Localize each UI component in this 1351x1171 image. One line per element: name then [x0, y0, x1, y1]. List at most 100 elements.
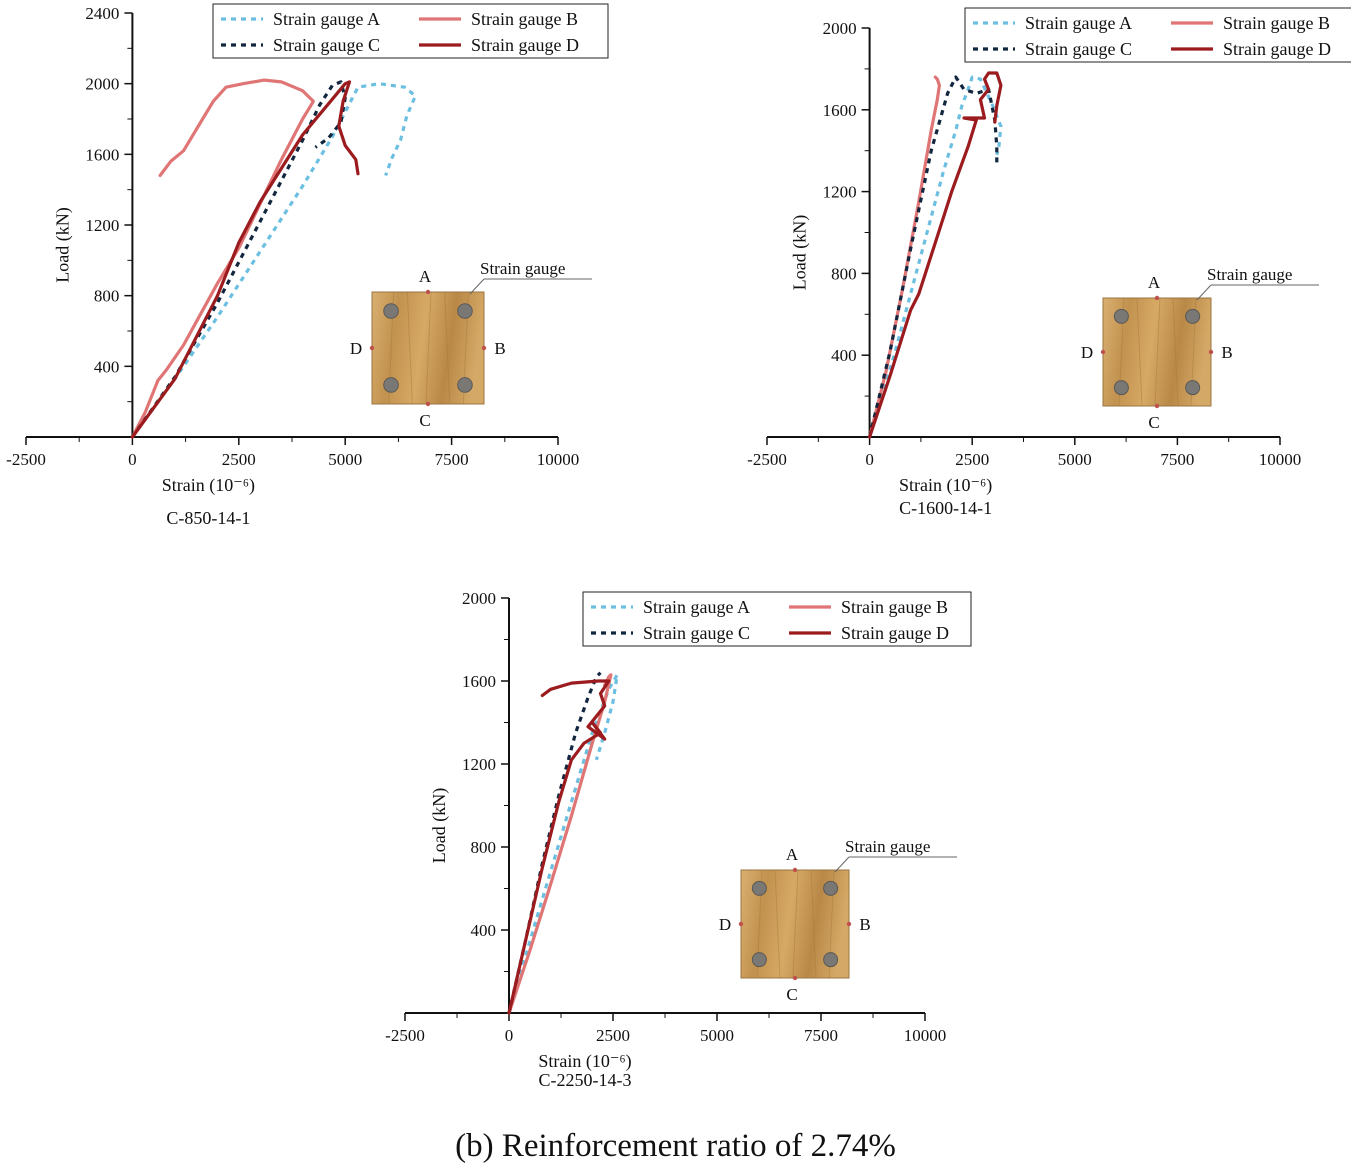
- series-line-a: [131, 82, 417, 438]
- gauge-marker: [1154, 403, 1160, 409]
- x-tick-label: 0: [505, 1026, 514, 1045]
- legend-entry: Strain gauge D: [1223, 39, 1331, 59]
- x-tick-label: 10000: [904, 1026, 947, 1045]
- callout-label: Strain gauge: [480, 259, 565, 278]
- gauge-label-d: D: [350, 339, 362, 358]
- x-tick-label: 2500: [955, 450, 989, 469]
- x-tick-label: 7500: [435, 450, 469, 469]
- legend: Strain gauge A Strain gauge B Strain gauge…: [964, 7, 1351, 63]
- gauge-marker: [1154, 295, 1160, 301]
- panel-title: C-1600-14-1: [899, 498, 992, 518]
- rebar: [383, 303, 399, 319]
- callout-label: Strain gauge: [1207, 265, 1292, 284]
- gauge-label-d: D: [719, 915, 731, 934]
- gauge-marker: [1208, 349, 1214, 355]
- gauge-label-a: A: [786, 845, 799, 864]
- cross-section-inset: A B C D Strain gauge: [350, 259, 592, 430]
- gauge-marker: [1100, 349, 1106, 355]
- y-tick-label: 2000: [823, 19, 857, 38]
- rebar: [823, 952, 839, 968]
- gauge-label-b: B: [494, 339, 505, 358]
- y-tick-label: 400: [831, 346, 857, 365]
- rebar: [457, 303, 473, 319]
- legend-entry: Strain gauge A: [643, 597, 750, 617]
- gauge-label-d: D: [1081, 343, 1093, 362]
- gauge-marker: [425, 289, 431, 295]
- legend-entry: Strain gauge A: [1025, 13, 1132, 33]
- x-tick-label: -2500: [747, 450, 787, 469]
- chart-panel-1: -2500 0 2500 5000 7500 10000 400 800 1200 1600 200…: [6, 3, 609, 528]
- x-axis-title: Strain (10⁻⁶): [538, 1051, 631, 1072]
- figure-caption: (b) Reinforcement ratio of 2.74%: [455, 1128, 896, 1164]
- chart-panel-3: -2500 0 2500 5000 7500 10000 400 800 1200 1600 200…: [385, 589, 972, 1090]
- rebar: [751, 880, 767, 896]
- x-tick-label: 7500: [1160, 450, 1194, 469]
- y-tick-label: 2000: [85, 75, 119, 94]
- x-tick-label: 7500: [804, 1026, 838, 1045]
- gauge-marker: [846, 921, 852, 927]
- series-line-a: [507, 673, 619, 1014]
- legend-entry: Strain gauge B: [1223, 13, 1330, 33]
- series-line-b: [130, 78, 315, 439]
- legend-entry: Strain gauge C: [643, 623, 750, 643]
- panel-title: C-2250-14-3: [539, 1070, 632, 1090]
- gauge-label-a: A: [419, 267, 432, 286]
- legend-box: [964, 7, 1351, 63]
- x-tick-label: -2500: [385, 1026, 425, 1045]
- series-line-c: [131, 80, 347, 438]
- x-tick-label: 2500: [222, 450, 256, 469]
- legend-entry: Strain gauge B: [471, 9, 578, 29]
- gauge-marker: [738, 921, 744, 927]
- x-axis-title: Strain (10⁻⁶): [162, 475, 255, 496]
- y-tick-label: 1600: [462, 672, 496, 691]
- callout-label: Strain gauge: [845, 837, 930, 856]
- wood-grain: [406, 291, 413, 405]
- legend: Strain gauge A Strain gauge B Strain gauge…: [212, 3, 609, 59]
- cross-section-inset: A B C D Strain gauge: [1081, 265, 1319, 432]
- y-tick-label: 800: [94, 287, 120, 306]
- y-tick-label: 2400: [85, 4, 119, 23]
- gauge-label-b: B: [1221, 343, 1232, 362]
- wood-grain: [1172, 297, 1179, 407]
- legend: Strain gauge A Strain gauge B Strain gauge…: [582, 591, 972, 647]
- x-tick-label: 5000: [700, 1026, 734, 1045]
- rebar: [383, 377, 399, 393]
- rebar: [823, 880, 839, 896]
- gauge-label-c: C: [1148, 413, 1159, 432]
- legend-entry: Strain gauge C: [273, 35, 380, 55]
- wood-grain: [1136, 297, 1143, 407]
- legend-entry: Strain gauge B: [841, 597, 948, 617]
- gauge-label-b: B: [859, 915, 870, 934]
- gauge-marker: [425, 401, 431, 407]
- wood-grain: [444, 291, 451, 405]
- chart-panel-2: -2500 0 2500 5000 7500 10000 400 800 1200 1600 200…: [747, 7, 1351, 518]
- gauge-label-a: A: [1148, 273, 1161, 292]
- x-axis-title: Strain (10⁻⁶): [899, 475, 992, 496]
- x-tick-label: 10000: [537, 450, 580, 469]
- rebar: [1113, 380, 1129, 396]
- y-tick-label: 1200: [823, 183, 857, 202]
- legend-entry: Strain gauge D: [841, 623, 949, 643]
- series-line-b: [507, 673, 613, 1015]
- gauge-label-c: C: [786, 985, 797, 1004]
- series-line-d: [867, 71, 1003, 439]
- cross-section-inset: A B C D Strain gauge: [719, 837, 957, 1004]
- legend-box: [212, 3, 609, 59]
- panel-title: C-850-14-1: [166, 508, 250, 528]
- gauge-marker: [369, 345, 375, 351]
- legend-entry: Strain gauge A: [273, 9, 380, 29]
- gauge-marker: [481, 345, 487, 351]
- y-tick-label: 1600: [85, 145, 119, 164]
- rebar: [1185, 308, 1201, 324]
- legend-entry: Strain gauge C: [1025, 39, 1132, 59]
- y-axis-title: Load (kN): [790, 215, 811, 290]
- gauge-label-c: C: [419, 411, 430, 430]
- x-tick-label: 2500: [596, 1026, 630, 1045]
- x-tick-label: 5000: [1058, 450, 1092, 469]
- x-tick-label: 5000: [328, 450, 362, 469]
- callout-leader: [834, 856, 850, 873]
- gauge-marker: [792, 867, 798, 873]
- wood-grain: [425, 291, 432, 405]
- rebar: [1113, 308, 1129, 324]
- y-tick-label: 1600: [823, 101, 857, 120]
